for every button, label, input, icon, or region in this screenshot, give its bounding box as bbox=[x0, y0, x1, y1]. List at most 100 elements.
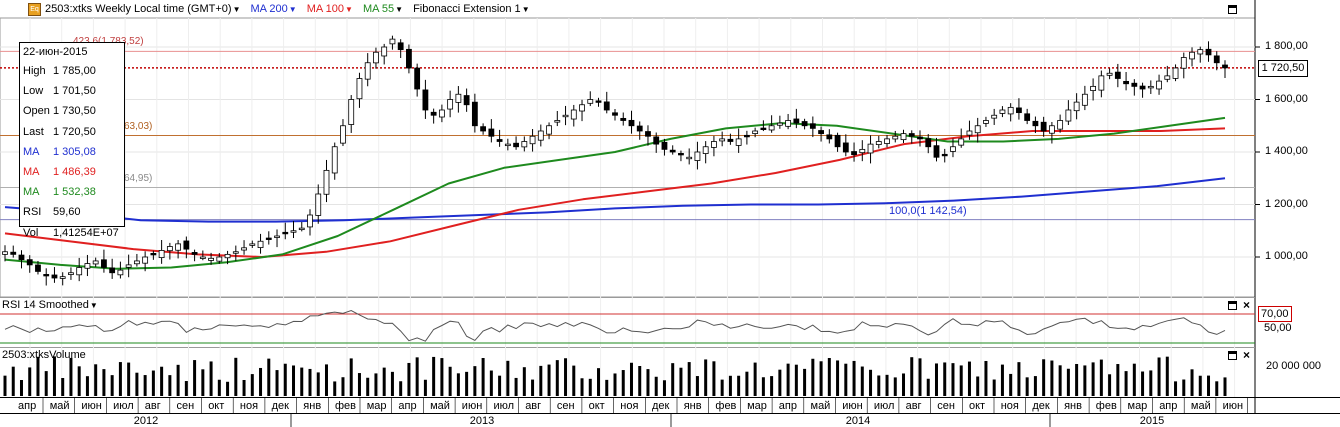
month-label: май bbox=[811, 400, 831, 412]
volume-tick-label: 20 000 000 bbox=[1266, 360, 1322, 372]
candle-body bbox=[776, 122, 783, 126]
candle-body bbox=[348, 99, 355, 125]
candle-body bbox=[521, 141, 528, 148]
volume-bar bbox=[720, 379, 724, 396]
candle-body bbox=[1147, 85, 1154, 89]
month-label: дек bbox=[1032, 400, 1050, 412]
candle-body bbox=[579, 104, 585, 112]
candle-body bbox=[2, 251, 8, 255]
candle-body bbox=[455, 93, 462, 103]
candle-body bbox=[554, 120, 561, 123]
data-window-row: Vol 1,41254E+07 bbox=[20, 223, 124, 243]
volume-bar bbox=[250, 374, 254, 396]
close-rsi-pane-icon[interactable]: × bbox=[1243, 298, 1251, 312]
volume-bar bbox=[605, 379, 609, 396]
candle-body bbox=[142, 256, 149, 264]
candle-body bbox=[958, 138, 965, 146]
volume-bar bbox=[588, 378, 592, 396]
maximize-rsi-pane-icon[interactable] bbox=[1228, 301, 1237, 310]
volume-bar bbox=[201, 369, 205, 396]
candle-body bbox=[1073, 101, 1080, 112]
volume-bar bbox=[1149, 370, 1153, 396]
data-window-row: MA 1 305,08 bbox=[20, 142, 124, 162]
volume-bar bbox=[984, 360, 988, 396]
volume-bar bbox=[811, 358, 815, 396]
candle-body bbox=[760, 127, 767, 130]
volume-bar bbox=[662, 380, 666, 396]
candle-body bbox=[513, 142, 519, 148]
data-window-key: RSI bbox=[23, 206, 42, 219]
volume-bar bbox=[28, 367, 32, 396]
volume-bar bbox=[127, 362, 131, 396]
maximize-price-pane-icon[interactable] bbox=[1228, 5, 1237, 14]
volume-bar bbox=[745, 371, 749, 396]
symbol-info[interactable]: 2503:xtks Weekly Local time (GMT+0)▼ bbox=[45, 3, 241, 15]
volume-bar bbox=[1058, 365, 1062, 396]
candle-body bbox=[711, 141, 717, 148]
volume-bar bbox=[292, 365, 296, 396]
volume-bar bbox=[712, 361, 716, 396]
month-label: фев bbox=[715, 400, 736, 412]
volume-bar bbox=[547, 364, 551, 396]
month-label: сен bbox=[177, 400, 195, 412]
volume-bar bbox=[564, 358, 568, 396]
candle-body bbox=[76, 267, 83, 276]
ma100-line bbox=[4, 127, 1226, 258]
volume-bar bbox=[1075, 363, 1079, 396]
data-window-key: High bbox=[23, 65, 46, 78]
volume-bar bbox=[1141, 371, 1145, 396]
data-window: 22-июн-2015 High 1 785,00 Low 1 701,50 Open 1… bbox=[19, 42, 125, 239]
year-label: 2012 bbox=[134, 415, 158, 427]
candle-body bbox=[933, 145, 940, 158]
volume-bar bbox=[94, 364, 98, 396]
candle-body bbox=[249, 243, 256, 246]
ma200-legend[interactable]: MA 200▼ bbox=[250, 3, 297, 15]
price-tick-label: 1 600,00 bbox=[1265, 92, 1308, 105]
volume-bar bbox=[695, 376, 699, 396]
month-label: апр bbox=[779, 400, 797, 412]
fib-label-423: 423,6(1 783,52) bbox=[73, 36, 144, 47]
volume-bar bbox=[415, 357, 419, 396]
candle-body bbox=[925, 138, 932, 148]
volume-bar bbox=[1099, 359, 1103, 396]
volume-bar bbox=[572, 365, 576, 396]
volume-bar bbox=[613, 373, 617, 396]
instrument-icon[interactable]: Eq bbox=[28, 2, 41, 16]
maximize-volume-pane-icon[interactable] bbox=[1228, 351, 1237, 360]
month-label: апр bbox=[1159, 400, 1177, 412]
candle-body bbox=[183, 240, 190, 250]
volume-bar bbox=[3, 375, 7, 396]
volume-bar bbox=[621, 370, 625, 396]
candle-body bbox=[43, 274, 50, 277]
data-window-date: 22-июн-2015 bbox=[23, 46, 88, 58]
volume-bar bbox=[448, 366, 452, 396]
volume-bar bbox=[934, 363, 938, 396]
volume-bar bbox=[1108, 374, 1112, 396]
candle-body bbox=[356, 78, 363, 100]
candle-body bbox=[859, 148, 866, 154]
rsi-pane-title[interactable]: RSI 14 Smoothed▼ bbox=[2, 299, 98, 311]
data-window-key: Last bbox=[23, 125, 44, 138]
volume-bar bbox=[827, 358, 831, 396]
candle-body bbox=[150, 253, 157, 256]
candle-body bbox=[397, 42, 404, 51]
candle-body bbox=[546, 125, 552, 135]
volume-bar bbox=[143, 375, 147, 396]
month-label: ноя bbox=[240, 400, 258, 412]
data-window-value: 1,41254E+07 bbox=[53, 226, 119, 239]
volume-bar bbox=[902, 373, 906, 396]
close-volume-pane-icon[interactable]: × bbox=[1243, 348, 1251, 362]
candle-body bbox=[1180, 57, 1187, 69]
ma55-legend[interactable]: MA 55▼ bbox=[362, 3, 404, 15]
candle-body bbox=[991, 114, 998, 119]
rsi-level-label: 70,00 bbox=[1258, 306, 1292, 322]
candle-body bbox=[471, 101, 478, 127]
ma100-legend[interactable]: MA 100▼ bbox=[306, 3, 353, 15]
fib-legend[interactable]: Fibonacci Extension 1▼ bbox=[413, 3, 530, 15]
candle-body bbox=[1197, 49, 1204, 55]
data-window-row: RSI 59,60 bbox=[20, 202, 124, 222]
candle-body bbox=[908, 133, 915, 137]
volume-bar bbox=[465, 371, 469, 396]
volume-bar bbox=[110, 375, 114, 396]
